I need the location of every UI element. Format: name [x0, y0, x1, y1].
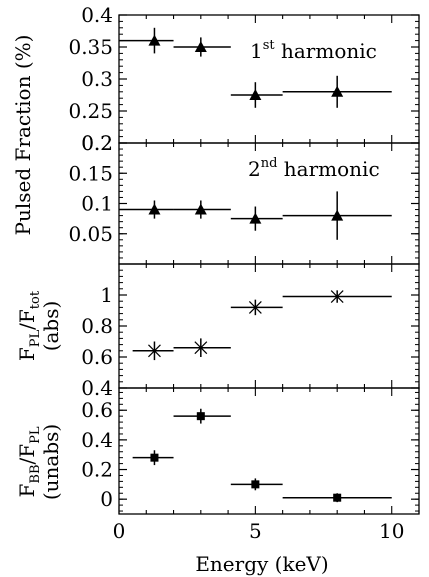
panel-3: 0.4 0.6 0.8 1: [81, 263, 420, 400]
data-point-asterisk: [148, 344, 161, 358]
y-tick-label: 0.4: [81, 3, 113, 27]
x-tick-label: 5: [249, 519, 262, 543]
panel-1: 0.2 0.25 0.3 0.35 0.4: [68, 3, 420, 155]
panel4-ylabel: FBB/FPL (unabs): [15, 424, 63, 500]
y-tick-label: 0.8: [81, 314, 113, 338]
data-point-asterisk: [194, 341, 208, 355]
data-point-triangle: [249, 212, 262, 224]
pulsed-fraction-ylabel: Pulsed Fraction (%): [11, 35, 35, 236]
y-tick-label: 1: [100, 283, 113, 307]
y-tick-label: 0.2: [81, 131, 113, 155]
svg-text:FPL/Ftot: FPL/Ftot: [15, 290, 43, 361]
svg-text:(unabs): (unabs): [39, 424, 63, 500]
y-tick-label: 0.1: [81, 192, 113, 216]
data-point-square: [150, 453, 159, 462]
y-tick-label: 0.2: [81, 131, 113, 155]
y-tick-label: 0.2: [81, 458, 113, 482]
svg-text:FBB/FPL: FBB/FPL: [15, 426, 43, 497]
y-tick-label: 0.15: [68, 161, 113, 185]
y-tick-label: 0.4: [81, 428, 113, 452]
y-tick-label: 0.25: [68, 99, 113, 123]
y-tick-label: 0.6: [81, 398, 113, 422]
data-point-asterisk: [248, 300, 262, 314]
panel2-annotation: 2nd harmonic: [248, 156, 380, 181]
panel3-ylabel: FPL/Ftot (abs): [15, 290, 63, 361]
panel-frame: [118, 387, 420, 515]
y-tick-label: 0.6: [81, 345, 113, 369]
panel1-annotation: 1st harmonic: [250, 38, 377, 63]
panel-frame: [118, 263, 420, 389]
data-point-square: [196, 412, 205, 421]
asterisk-stroke: [248, 300, 262, 314]
y-tick-label: 0.3: [81, 67, 113, 91]
asterisk-stroke: [194, 341, 208, 355]
y-tick-label: 0: [100, 487, 113, 511]
y-tick-label: 0.4: [81, 376, 113, 400]
x-tick-label: 0: [113, 519, 126, 543]
chart-panels: 0.20.250.30.350.40.050.10.150.20.40.60.8…: [68, 3, 420, 543]
y-tick-label: 0.35: [68, 35, 113, 59]
data-point-triangle: [331, 209, 344, 221]
asterisk-stroke: [330, 290, 344, 303]
panel-frame: [118, 14, 420, 144]
svg-text:(abs): (abs): [39, 301, 63, 352]
data-point-triangle: [194, 203, 207, 215]
x-tick-label: 10: [379, 519, 404, 543]
panel-4: 0 0.2 0.4 0.6 0 5 10: [81, 387, 420, 543]
data-point-triangle: [249, 89, 262, 100]
data-point-triangle: [331, 85, 344, 97]
y-tick-label: 0.05: [68, 222, 113, 246]
data-point-asterisk: [330, 290, 344, 303]
asterisk-stroke: [148, 344, 161, 358]
data-point-triangle: [194, 41, 207, 52]
data-point-square: [251, 480, 260, 489]
data-point-triangle: [148, 203, 161, 215]
x-axis-label: Energy (keV): [195, 552, 328, 576]
data-point-square: [333, 493, 342, 502]
data-point-triangle: [148, 34, 161, 46]
panel-2: 0.05 0.1 0.15 0.2: [68, 131, 420, 265]
